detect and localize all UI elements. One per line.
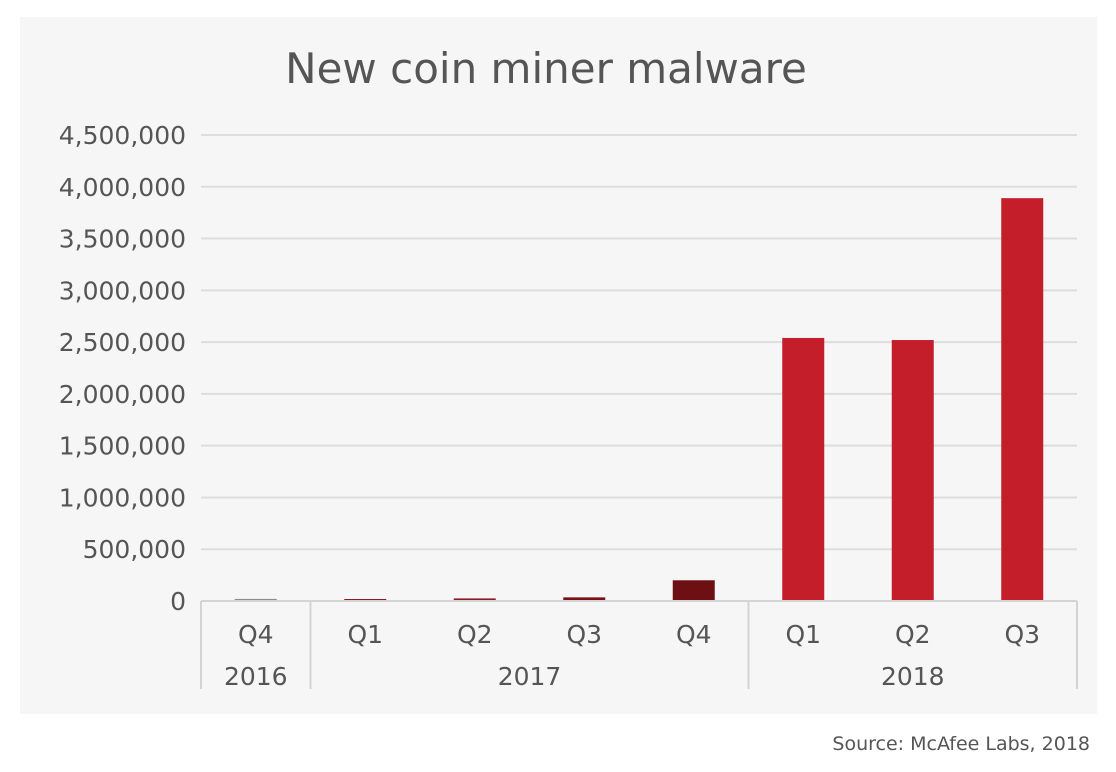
- bar: [782, 337, 825, 601]
- x-tick-label: Q3: [1004, 620, 1040, 649]
- x-group-label: 2018: [881, 662, 945, 691]
- x-axis-ticks: Q4 Q1 Q2 Q3 Q4 Q1 Q2 Q3: [238, 620, 1040, 649]
- x-tick-label: Q2: [457, 620, 493, 649]
- x-group-label: 2016: [224, 662, 288, 691]
- bar: [1001, 198, 1044, 601]
- bar: [672, 580, 715, 601]
- bars: [234, 198, 1044, 601]
- y-tick-label: 2,500,000: [59, 328, 186, 357]
- y-tick-label: 2,000,000: [59, 380, 186, 409]
- x-tick-label: Q4: [676, 620, 712, 649]
- y-tick-label: 0: [170, 587, 186, 616]
- x-tick-label: Q3: [566, 620, 602, 649]
- y-tick-label: 1,000,000: [59, 483, 186, 512]
- chart-panel: New coin miner malware 0 500,000 1,000,000…: [20, 17, 1097, 714]
- bar-chart: New coin miner malware 0 500,000 1,000,000…: [59, 44, 1078, 691]
- source-note: Source: McAfee Labs, 2018: [832, 733, 1090, 755]
- y-tick-label: 500,000: [83, 535, 186, 564]
- bar: [234, 598, 277, 601]
- y-axis-ticks: 0 500,000 1,000,000 1,500,000 2,000,000 2,500…: [59, 121, 186, 616]
- x-group-label: 2017: [498, 662, 562, 691]
- bar: [891, 340, 934, 601]
- x-axis: [200, 600, 1078, 689]
- x-tick-label: Q2: [895, 620, 931, 649]
- bar: [453, 598, 496, 601]
- y-tick-label: 3,000,000: [59, 276, 186, 305]
- y-tick-label: 4,000,000: [59, 173, 186, 202]
- y-tick-label: 3,500,000: [59, 225, 186, 254]
- x-tick-label: Q1: [785, 620, 821, 649]
- x-tick-label: Q4: [238, 620, 274, 649]
- chart-title: New coin miner malware: [285, 44, 807, 93]
- bar: [563, 597, 606, 601]
- y-tick-label: 1,500,000: [59, 432, 186, 461]
- y-tick-label: 4,500,000: [59, 121, 186, 150]
- x-axis-groups: 2016 2017 2018: [224, 662, 945, 691]
- gridlines: [201, 134, 1077, 551]
- x-tick-label: Q1: [347, 620, 383, 649]
